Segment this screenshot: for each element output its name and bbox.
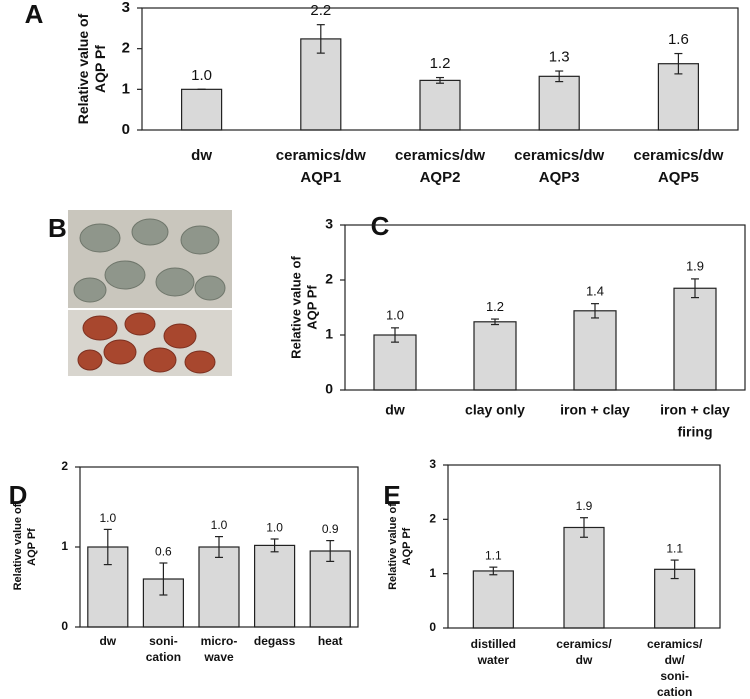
value-label: 1.0 xyxy=(386,308,404,323)
y-tick-label: 0 xyxy=(61,619,68,633)
value-label: 1.0 xyxy=(211,518,228,532)
y-axis-label: AQP Pf xyxy=(401,527,413,565)
gray-pieces xyxy=(73,218,226,303)
value-label: 1.2 xyxy=(430,55,451,72)
x-tick-label: ceramics/ xyxy=(647,637,703,651)
x-tick-label: AQP2 xyxy=(420,169,461,186)
plot-frame xyxy=(447,464,721,629)
y-axis-label: AQP Pf xyxy=(26,528,38,566)
y-tick-label: 3 xyxy=(325,216,333,232)
y-tick-label: 3 xyxy=(429,457,436,471)
y-tick-label: 0 xyxy=(429,620,436,634)
value-label: 1.0 xyxy=(191,67,212,84)
x-tick-label: soni- xyxy=(149,634,178,648)
plot-frame xyxy=(79,466,359,628)
bar xyxy=(472,570,514,629)
y-axis-label: Relative value of xyxy=(288,256,303,359)
value-label: 1.4 xyxy=(586,283,604,298)
x-tick-label: soni- xyxy=(660,669,689,683)
x-tick-label: AQP1 xyxy=(300,169,341,186)
x-tick-label: dw/ xyxy=(665,653,686,667)
bar xyxy=(198,546,240,628)
y-tick-label: 1 xyxy=(61,539,68,553)
y-axis-label: AQP Pf xyxy=(304,285,319,330)
value-label: 1.6 xyxy=(668,31,689,48)
panel-letter: D xyxy=(9,480,28,510)
y-tick-label: 2 xyxy=(61,459,68,473)
panel-letter: A xyxy=(25,0,44,29)
x-tick-label: dw xyxy=(191,147,212,164)
value-label: 2.2 xyxy=(310,2,331,19)
x-tick-label: ceramics/dw xyxy=(633,147,723,164)
x-tick-label: cation xyxy=(657,685,692,699)
panel-letter: C xyxy=(371,211,390,241)
bar xyxy=(538,75,580,131)
y-tick-label: 2 xyxy=(325,271,333,287)
bar xyxy=(419,79,461,131)
plot-frame xyxy=(344,224,746,391)
x-tick-label: iron + clay xyxy=(560,402,630,418)
y-tick-label: 2 xyxy=(122,40,130,57)
panel-letter: B xyxy=(48,213,67,243)
value-label: 1.1 xyxy=(485,549,502,563)
x-tick-label: firing xyxy=(678,424,713,440)
plot-frame xyxy=(141,7,739,131)
y-tick-label: 1 xyxy=(429,566,436,580)
y-tick-label: 0 xyxy=(325,381,333,397)
bar xyxy=(673,287,717,391)
y-tick-label: 0 xyxy=(122,121,130,138)
x-tick-label: distilled xyxy=(471,637,516,651)
red-pieces xyxy=(77,312,216,374)
y-axis-label: Relative value of xyxy=(12,503,24,590)
photo-panel: B xyxy=(48,210,232,376)
x-tick-label: micro- xyxy=(201,634,238,648)
value-label: 1.2 xyxy=(486,299,504,314)
value-label: 0.6 xyxy=(155,544,172,558)
x-tick-label: dw xyxy=(99,634,116,648)
bar xyxy=(309,550,351,628)
bar xyxy=(181,88,223,131)
value-label: 1.0 xyxy=(266,520,283,534)
y-tick-label: 2 xyxy=(429,512,436,526)
x-tick-label: AQP5 xyxy=(658,169,699,186)
x-tick-label: ceramics/dw xyxy=(514,147,604,164)
value-label: 1.3 xyxy=(549,49,570,66)
x-tick-label: cation xyxy=(146,650,181,664)
value-label: 1.9 xyxy=(686,259,704,274)
bar xyxy=(563,526,605,629)
x-tick-label: degass xyxy=(254,634,296,648)
y-tick-label: 1 xyxy=(325,326,333,342)
y-axis-label: AQP Pf xyxy=(92,45,108,93)
bar xyxy=(373,334,417,391)
x-tick-label: ceramics/ xyxy=(556,637,612,651)
bar xyxy=(473,321,517,391)
bar xyxy=(300,38,342,131)
x-tick-label: dw xyxy=(385,402,405,418)
x-tick-label: heat xyxy=(318,634,343,648)
bar xyxy=(254,544,296,628)
x-tick-label: water xyxy=(477,653,510,667)
x-tick-label: clay only xyxy=(465,402,525,418)
x-tick-label: ceramics/dw xyxy=(395,147,485,164)
y-axis-label: Relative value of xyxy=(75,13,91,124)
x-tick-label: ceramics/dw xyxy=(276,147,366,164)
x-tick-label: AQP3 xyxy=(539,169,580,186)
y-tick-label: 1 xyxy=(122,80,130,97)
x-tick-label: iron + clay xyxy=(660,402,730,418)
value-label: 1.9 xyxy=(576,499,593,513)
panel-letter: E xyxy=(383,480,400,510)
value-label: 1.1 xyxy=(666,541,683,555)
value-label: 0.9 xyxy=(322,522,339,536)
value-label: 1.0 xyxy=(99,511,116,525)
bar xyxy=(573,310,617,391)
y-axis-label: Relative value of xyxy=(387,503,399,590)
x-tick-label: wave xyxy=(203,650,234,664)
y-tick-label: 3 xyxy=(122,0,130,16)
x-tick-label: dw xyxy=(576,653,593,667)
